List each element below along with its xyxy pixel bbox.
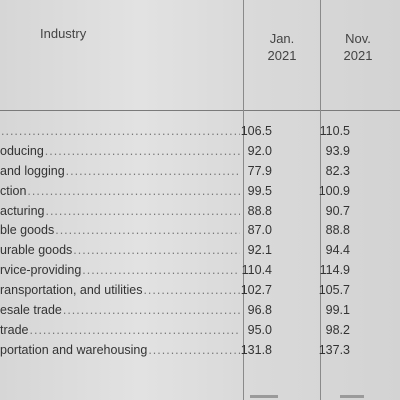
table-row: ransportation, and utilities............… bbox=[0, 281, 400, 301]
nov-2021-value: 98.2 bbox=[325, 322, 350, 337]
industry-label: oducing.................................… bbox=[0, 143, 240, 158]
table-row: and logging.............................… bbox=[0, 162, 400, 182]
jan-2021-value: 88.8 bbox=[247, 203, 272, 218]
nov-2021-value: 90.7 bbox=[325, 203, 350, 218]
jan-2021-value: 92.0 bbox=[247, 143, 272, 158]
column-divider-1 bbox=[243, 0, 244, 400]
nov-2021-value: 137.3 bbox=[318, 342, 350, 357]
industry-label: ction...................................… bbox=[0, 183, 240, 198]
table-row: ble goods...............................… bbox=[0, 221, 400, 241]
jan-2021-value: 110.4 bbox=[241, 263, 272, 278]
table-row: portation and warehousing...............… bbox=[0, 341, 400, 361]
column-divider-2 bbox=[320, 0, 321, 400]
industry-label: portation and warehousing...............… bbox=[0, 342, 240, 357]
industry-label: trade...................................… bbox=[0, 322, 240, 337]
nov-2021-value: 88.8 bbox=[325, 223, 350, 238]
table-body: ........................................… bbox=[0, 122, 400, 361]
jan-2021-value: 131.8 bbox=[240, 342, 272, 357]
nov-2021-value: 110.5 bbox=[319, 124, 350, 138]
jan-2021-value: 102.7 bbox=[240, 283, 272, 298]
industry-label: esale trade.............................… bbox=[0, 303, 240, 318]
table-row: rvice-providing.........................… bbox=[0, 261, 400, 281]
jan-header-month: Jan. bbox=[269, 31, 295, 46]
nov-header-year: 2021 bbox=[343, 48, 373, 63]
table-row: acturing................................… bbox=[0, 202, 400, 222]
nov-header-month: Nov. bbox=[345, 31, 371, 46]
nov-2021-column-header: Nov. 2021 bbox=[323, 30, 393, 64]
jan-2021-value: 99.5 bbox=[247, 183, 272, 198]
nov-2021-value: 82.3 bbox=[325, 163, 350, 178]
jan-2021-value: 77.9 bbox=[247, 163, 272, 178]
industry-label: rvice-providing.........................… bbox=[0, 263, 240, 278]
jan-header-year: 2021 bbox=[267, 48, 297, 63]
jan-2021-value: 95.0 bbox=[247, 322, 272, 337]
nov-2021-value: 114.9 bbox=[319, 263, 350, 278]
header-rule bbox=[0, 110, 400, 111]
industry-label: ble goods...............................… bbox=[0, 223, 240, 238]
industry-label: and logging.............................… bbox=[0, 163, 240, 178]
industry-label: urable goods............................… bbox=[0, 243, 240, 258]
jan-2021-column-header: Jan. 2021 bbox=[247, 30, 317, 64]
cut-off-row bbox=[0, 392, 400, 400]
nov-2021-value: 100.9 bbox=[318, 183, 350, 198]
table-row: oducing.................................… bbox=[0, 142, 400, 162]
nov-2021-value: 93.9 bbox=[325, 143, 350, 158]
nov-2021-value: 94.4 bbox=[325, 243, 350, 258]
table-row: ........................................… bbox=[0, 122, 400, 142]
table-header: Industry Jan. 2021 Nov. 2021 bbox=[0, 0, 400, 112]
jan-2021-value: 96.8 bbox=[247, 303, 272, 318]
industry-column-header: Industry bbox=[40, 26, 87, 41]
table-row: ction...................................… bbox=[0, 182, 400, 202]
industry-label: ransportation, and utilities............… bbox=[0, 283, 240, 298]
jan-2021-value: 87.0 bbox=[247, 223, 272, 238]
industry-label: acturing................................… bbox=[0, 203, 240, 218]
nov-2021-value: 105.7 bbox=[318, 283, 350, 298]
table-row: trade...................................… bbox=[0, 321, 400, 341]
nov-2021-value: 99.1 bbox=[325, 303, 350, 318]
table-row: esale trade.............................… bbox=[0, 301, 400, 321]
jan-2021-value: 92.1 bbox=[247, 243, 272, 258]
industry-label: ........................................… bbox=[1, 124, 240, 138]
table-row: urable goods............................… bbox=[0, 241, 400, 261]
jan-2021-value: 106.5 bbox=[240, 124, 272, 138]
